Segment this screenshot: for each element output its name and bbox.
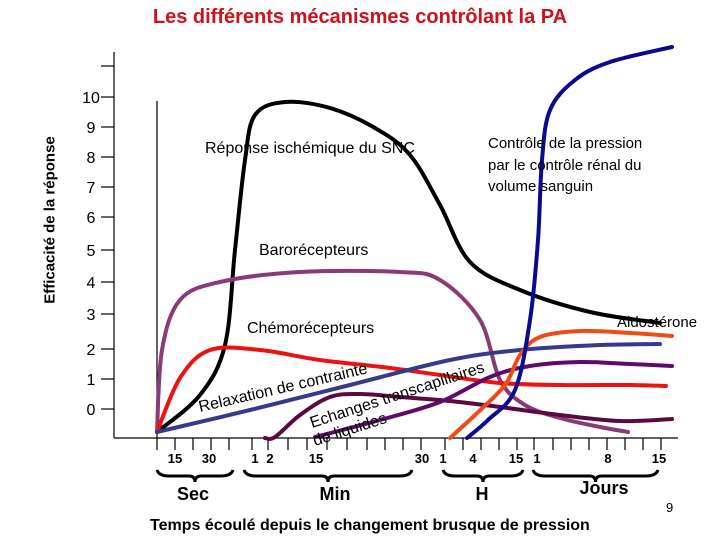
series-line — [313, 359, 674, 439]
time-group-label: Jours — [579, 478, 628, 498]
series-line — [448, 328, 674, 440]
y-tick-label: 9 — [87, 120, 96, 137]
x-tick-label: 30 — [415, 451, 429, 466]
x-tick-label: 1 — [439, 451, 446, 466]
x-tick-label: 1 — [533, 451, 540, 466]
curve-annotation: Chémorécepteurs — [247, 320, 374, 337]
y-tick-label: 5 — [87, 243, 96, 260]
x-ticks — [156, 438, 662, 450]
curve-annotation: Réponse ischémique du SNC — [205, 140, 415, 157]
series-line — [263, 391, 674, 441]
x-tick-label: 15 — [509, 451, 523, 466]
x-tick-label: 30 — [202, 451, 216, 466]
curve-annotation: Barorécepteurs — [259, 242, 368, 259]
plot-series — [155, 45, 674, 441]
time-group-brace — [155, 469, 235, 483]
time-group-label: Min — [320, 484, 351, 504]
y-tick-label: 6 — [87, 210, 96, 227]
x-tick-label: 8 — [604, 451, 611, 466]
series-line — [155, 345, 668, 434]
x-tick-label: 2 — [266, 451, 273, 466]
x-axis-title: Temps écoulé depuis le changement brusqu… — [150, 517, 590, 534]
y-tick-label: 7 — [87, 180, 96, 197]
y-tick-label: 3 — [87, 307, 96, 324]
y-tick-label: 1 — [87, 372, 96, 389]
y-tick-label: 4 — [87, 275, 96, 292]
y-tick-label: 10 — [82, 90, 100, 107]
time-group-brace — [242, 469, 414, 483]
series-line — [155, 268, 630, 434]
page-number: 9 — [666, 500, 674, 515]
time-group-brace — [441, 469, 525, 483]
time-group-label: Sec — [177, 484, 209, 504]
x-tick-label: 1 — [251, 451, 258, 466]
y-tick-label: 8 — [87, 150, 96, 167]
x-tick-label: 15 — [652, 451, 666, 466]
x-tick-label: 15 — [309, 451, 323, 466]
curve-annotation: volume sanguin — [488, 178, 593, 195]
y-tick-label: 0 — [87, 402, 96, 419]
curve-annotation: Aldostérone — [617, 314, 697, 331]
curve-annotation: par le contrôle rénal du — [488, 157, 641, 174]
slide-title: Les différents mécanismes contrôlant la … — [152, 6, 568, 28]
x-tick-labels: 15 30 1 2 15 30 1 4 15 1 8 15 — [168, 451, 666, 466]
y-tick-label: 2 — [87, 342, 96, 359]
series-line — [465, 45, 674, 440]
x-tick-label: 15 — [168, 451, 182, 466]
x-tick-label: 4 — [469, 451, 477, 466]
series-line — [155, 99, 662, 434]
time-group-label: H — [476, 484, 489, 504]
time-group-brace — [531, 469, 660, 483]
curve-annotation: Contrôle de la pression — [488, 135, 642, 152]
series-line — [155, 342, 662, 434]
time-groups: Sec Min H Jours — [155, 469, 660, 504]
